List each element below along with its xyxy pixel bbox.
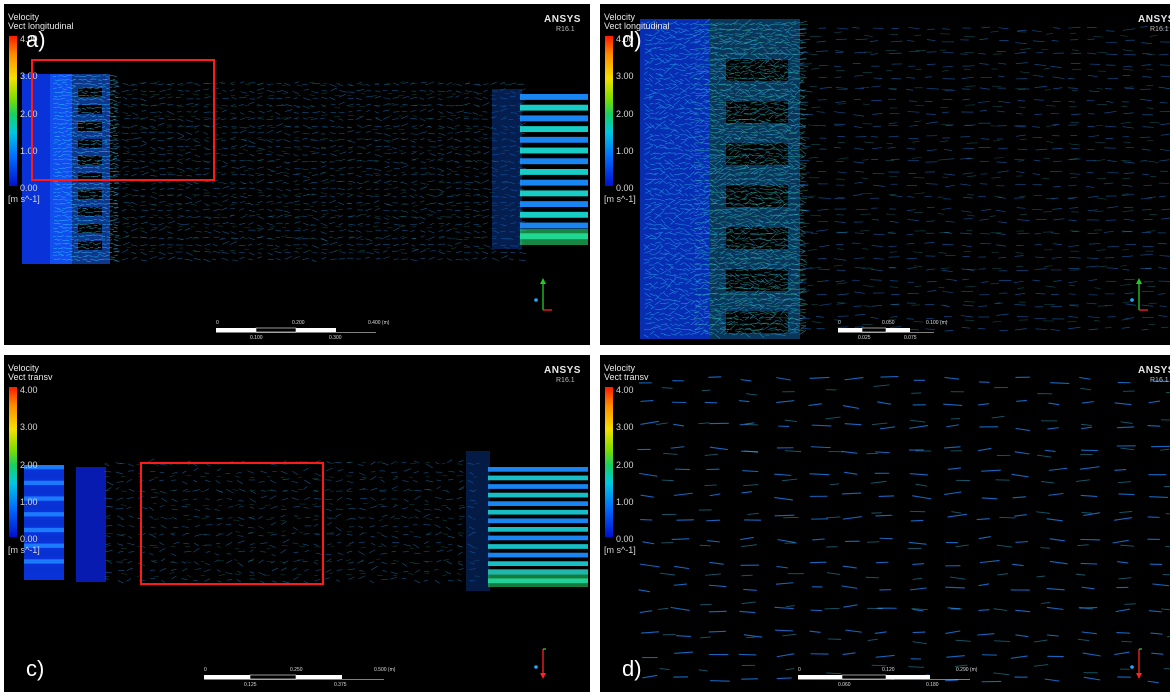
- colorbar-unit: [m s^-1]: [604, 194, 636, 204]
- scale-label: 0.060: [838, 682, 851, 688]
- legend-title: Velocity Vect longitudinal: [8, 13, 74, 31]
- scale-label: 0.500 (m): [374, 667, 396, 673]
- legend-title-text: Velocity: [604, 363, 636, 373]
- legend-title-text: Velocity: [604, 12, 636, 22]
- scale-label: 0: [204, 667, 207, 673]
- colorbar: [605, 36, 613, 186]
- colorbar-tick: 0.00: [20, 183, 38, 193]
- scale-bar-graphic: [204, 674, 384, 680]
- axis-triad-icon: [534, 648, 546, 679]
- axis-triad-icon: [1130, 648, 1142, 679]
- colorbar-unit: [m s^-1]: [8, 545, 40, 555]
- scale-label: 0.180: [926, 682, 939, 688]
- axis-triad-icon: [534, 278, 552, 311]
- vector-field-c: [24, 451, 588, 591]
- highlight-box: [31, 59, 215, 181]
- colorbar-unit: [m s^-1]: [604, 545, 636, 555]
- scale-bar-graphic: [216, 327, 376, 333]
- scale-label: 0.100: [250, 335, 263, 341]
- scale-label: 0: [838, 320, 841, 326]
- colorbar: [9, 36, 17, 186]
- scale-label: 0: [216, 320, 219, 326]
- legend-title: Velocity Vect transv: [8, 364, 53, 382]
- brand-logo: ANSYS: [544, 14, 581, 25]
- axis-triad-icon: [1130, 278, 1148, 311]
- release-label: R16.1: [556, 26, 575, 33]
- release-label: R16.1: [1150, 26, 1169, 33]
- colorbar-tick: 0.00: [616, 183, 634, 193]
- legend-variable: Vect longitudinal: [8, 21, 74, 31]
- scale-label: 0.075: [904, 335, 917, 341]
- colorbar: [9, 387, 17, 537]
- scale-label: 0.100 (m): [926, 320, 948, 326]
- panel-label: a): [26, 27, 46, 52]
- brand-logo: ANSYS: [544, 365, 581, 376]
- colorbar-tick: 1.00: [20, 497, 38, 507]
- panel-c: Velocity Vect transv 4.00 3.00 2.00 1.00…: [4, 355, 590, 692]
- colorbar-tick: 4.00: [20, 34, 38, 44]
- colorbar-tick: 2.00: [616, 460, 634, 470]
- panel-a: Velocity Vect longitudinal 4.00 3.00 2.0…: [4, 4, 590, 345]
- colorbar-tick: 2.00: [20, 460, 38, 470]
- colorbar-tick: 0.00: [20, 534, 38, 544]
- legend-title: Velocity Vect transv: [604, 364, 649, 382]
- panel-d: Velocity Vect transv 4.00 3.00 2.00 1.00…: [600, 355, 1170, 692]
- brand-logo: ANSYS: [1138, 365, 1170, 376]
- colorbar-tick: 3.00: [616, 71, 634, 81]
- scale-label: 0.025: [858, 335, 871, 341]
- scale-bar: 0 0.050 0.100 (m) 0.025 0.075: [838, 320, 1008, 344]
- colorbar-tick: 2.00: [20, 109, 38, 119]
- highlight-box: [140, 462, 324, 585]
- panel-label: d): [622, 656, 642, 681]
- colorbar-tick: 4.00: [20, 385, 38, 395]
- colorbar-tick: 1.00: [616, 497, 634, 507]
- panel-label: d): [622, 27, 642, 52]
- scale-label: 0.250: [290, 667, 303, 673]
- panel-label: c): [26, 656, 45, 681]
- colorbar-tick: 0.00: [616, 534, 634, 544]
- colorbar-unit: [m s^-1]: [8, 194, 40, 204]
- legend-variable: Vect longitudinal: [604, 21, 670, 31]
- colorbar-tick: 4.00: [616, 34, 634, 44]
- colorbar-tick: 4.00: [616, 385, 634, 395]
- scale-bar: 0 0.120 0.290 (m) 0.060 0.180: [798, 667, 978, 691]
- legend-title-text: Velocity: [8, 12, 40, 22]
- scale-label: 0.400 (m): [368, 320, 390, 326]
- colorbar: [605, 387, 613, 537]
- scale-label: 0.375: [334, 682, 347, 688]
- colorbar-tick: 1.00: [20, 146, 38, 156]
- scale-bar: 0 0.250 0.500 (m) 0.125 0.375: [204, 667, 404, 691]
- legend-title-text: Velocity: [8, 363, 40, 373]
- vector-field-d: [637, 375, 1170, 684]
- scale-bar-graphic: [798, 674, 970, 680]
- scale-label: 0.300: [329, 335, 342, 341]
- scale-label: 0.050: [882, 320, 895, 326]
- colorbar-tick: 3.00: [20, 71, 38, 81]
- scale-bar: 0 0.200 0.400 (m) 0.100 0.300: [216, 320, 390, 344]
- scale-label: 0: [798, 667, 801, 673]
- release-label: R16.1: [1150, 377, 1169, 384]
- scale-bar-graphic: [838, 327, 934, 333]
- scale-label: 0.290 (m): [956, 667, 978, 673]
- legend-title: Velocity Vect longitudinal: [604, 13, 670, 31]
- scale-label: 0.200: [292, 320, 305, 326]
- brand-logo: ANSYS: [1138, 14, 1170, 25]
- colorbar-tick: 1.00: [616, 146, 634, 156]
- scale-label: 0.120: [882, 667, 895, 673]
- colorbar-tick: 2.00: [616, 109, 634, 119]
- panel-b: Velocity Vect longitudinal 4.00 3.00 2.0…: [600, 4, 1170, 345]
- release-label: R16.1: [556, 377, 575, 384]
- colorbar-tick: 3.00: [20, 422, 38, 432]
- vector-field-b: [640, 18, 1170, 339]
- vector-field-a: [22, 74, 588, 264]
- scale-label: 0.125: [244, 682, 257, 688]
- legend-variable: Vect transv: [604, 372, 649, 382]
- colorbar-tick: 3.00: [616, 422, 634, 432]
- legend-variable: Vect transv: [8, 372, 53, 382]
